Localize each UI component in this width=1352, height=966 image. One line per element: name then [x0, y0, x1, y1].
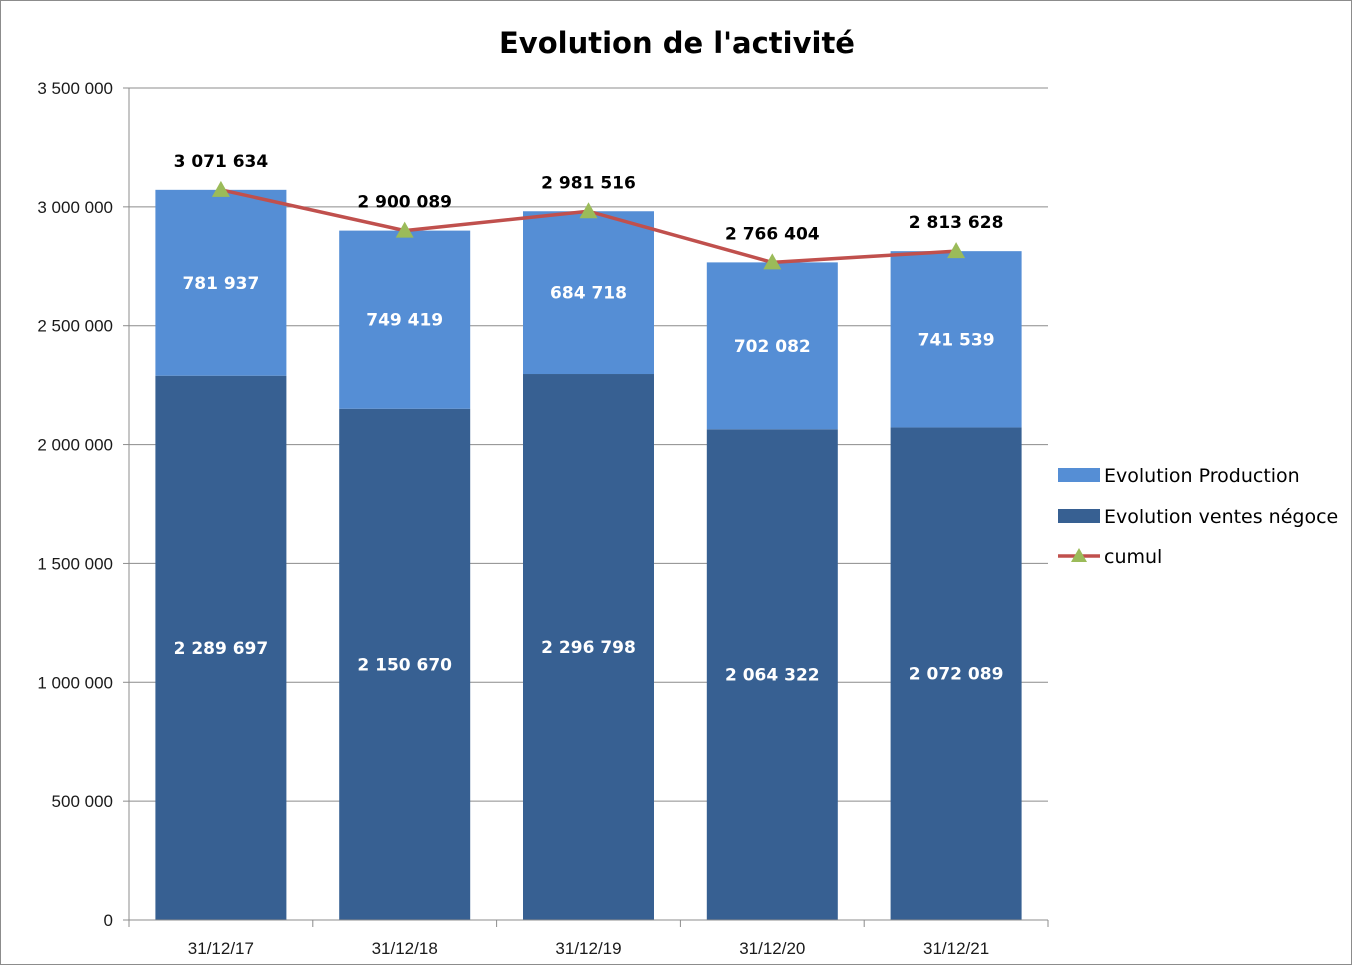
x-tick-label: 31/12/17	[188, 939, 254, 958]
label-cumul: 3 071 634	[174, 152, 269, 172]
cumul-marker	[947, 242, 966, 259]
y-tick-label: 3 500 000	[37, 79, 113, 98]
legend-label-ventes-negoce: Evolution ventes négoce	[1104, 506, 1338, 528]
y-tick-label: 500 000	[52, 792, 113, 811]
label-production: 749 419	[366, 311, 443, 331]
y-tick-label: 0	[104, 911, 113, 930]
cumul-line-layer	[211, 180, 966, 270]
label-ventes-negoce: 2 072 089	[909, 665, 1004, 685]
bar-ventes-negoce	[523, 374, 654, 920]
bar-production	[890, 251, 1022, 428]
axes: 0 500 000 1 000 000 1 500 000 2 000 000 2 500…	[37, 79, 1049, 958]
label-cumul: 2 766 404	[725, 224, 820, 244]
x-tick-label: 31/12/20	[739, 939, 805, 958]
y-tick-label: 3 000 000	[37, 198, 113, 217]
y-tick-label: 2 500 000	[37, 317, 113, 336]
label-production: 741 539	[918, 330, 995, 350]
x-tick-label: 31/12/21	[923, 939, 989, 958]
chart-title: Evolution de l'activité	[499, 26, 855, 60]
legend-swatch-production	[1058, 468, 1100, 482]
bar-ventes-negoce	[155, 375, 287, 920]
label-ventes-negoce: 2 289 697	[174, 639, 269, 659]
label-production: 781 937	[182, 274, 259, 294]
bar-production	[339, 230, 471, 409]
label-ventes-negoce: 2 150 670	[357, 655, 452, 675]
y-tick-label: 1 500 000	[37, 554, 113, 573]
bar-production	[706, 262, 838, 430]
x-tick-label: 31/12/19	[555, 939, 621, 958]
label-cumul: 2 813 628	[909, 213, 1004, 233]
y-tick-label: 2 000 000	[37, 436, 113, 455]
legend-label-production: Evolution Production	[1104, 465, 1300, 487]
bar-ventes-negoce	[890, 427, 1022, 920]
label-cumul: 2 981 516	[541, 173, 636, 193]
label-production: 684 718	[550, 284, 627, 304]
label-production: 702 082	[734, 337, 811, 357]
cumul-marker	[763, 253, 782, 270]
bar-production	[523, 211, 654, 375]
x-tick-label: 31/12/18	[372, 939, 438, 958]
bar-ventes-negoce	[339, 408, 471, 920]
cumul-marker	[579, 202, 598, 219]
bar-production	[155, 189, 287, 376]
bar-ventes-negoce	[706, 429, 838, 920]
y-tick-label: 1 000 000	[37, 673, 113, 692]
legend: Evolution Production Evolution ventes nég…	[1058, 465, 1338, 568]
bars	[155, 189, 1022, 920]
legend-label-cumul: cumul	[1104, 546, 1162, 568]
label-cumul: 2 900 089	[357, 193, 452, 213]
data-labels: 2 289 697 781 937 2 150 670 749 419 2 296 79…	[174, 152, 1004, 686]
legend-swatch-ventes-negoce	[1058, 509, 1100, 523]
cumul-marker	[395, 221, 414, 238]
legend-marker-cumul	[1071, 548, 1087, 562]
cumul-marker	[211, 180, 230, 197]
label-ventes-negoce: 2 064 322	[725, 666, 820, 686]
label-ventes-negoce: 2 296 798	[541, 638, 636, 658]
